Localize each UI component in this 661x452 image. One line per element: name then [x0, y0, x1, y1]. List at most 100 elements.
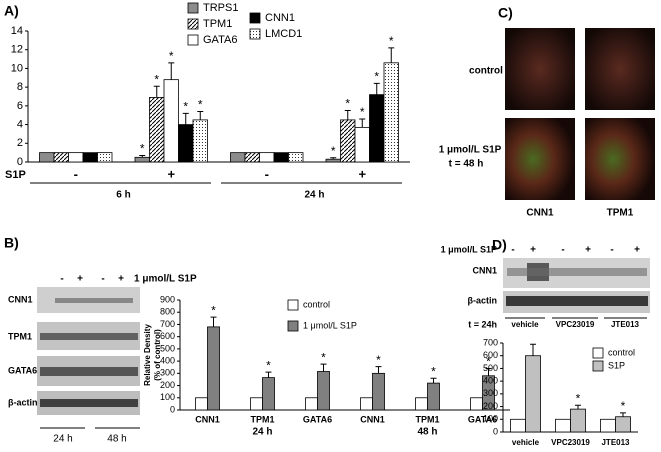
x-tick-label: + [358, 166, 366, 181]
significance: * [140, 142, 145, 156]
y-tick-label: 900 [160, 294, 175, 304]
bar [615, 416, 631, 433]
significance: * [389, 34, 394, 48]
y-tick-label: 500 [160, 343, 175, 353]
bar [470, 397, 483, 411]
bar [360, 397, 373, 411]
y-tick-label: 8 [17, 81, 23, 93]
bar [149, 97, 165, 163]
sign: + [118, 274, 124, 285]
significance: * [576, 391, 581, 405]
significance: * [486, 355, 491, 369]
bar [525, 355, 541, 433]
legend-label: GATA6 [203, 34, 237, 46]
x-tick-label: - [265, 166, 269, 181]
legend-swatch [187, 34, 199, 46]
bar [82, 152, 98, 163]
bar [163, 79, 179, 163]
group-label: 24 h [252, 427, 272, 438]
time-label: t = 48 h [449, 159, 484, 170]
column-label: TPM1 [607, 208, 634, 219]
sign: + [530, 245, 536, 256]
significance: * [374, 70, 379, 84]
legend-swatch [249, 28, 261, 40]
x-tick-label: GATA6 [468, 414, 497, 424]
bar [354, 126, 370, 163]
y-tick-label: 4 [17, 118, 23, 130]
y-tick-label: 2 [17, 137, 23, 149]
bar [340, 119, 356, 163]
blot-row-label: TPM1 [8, 331, 32, 341]
micrographs [505, 28, 655, 200]
error-bar [210, 316, 217, 327]
error-bar [575, 404, 581, 410]
legend-label: control [608, 347, 635, 357]
y-axis-label: Relative Density [143, 324, 152, 386]
y-tick-label: 0 [170, 404, 175, 414]
bar [555, 418, 571, 433]
row-label: 1 μmol/L S1P [439, 145, 502, 156]
y-tick-label: 800 [160, 307, 175, 317]
bar [178, 124, 194, 163]
blot-row-label: β-actin [468, 295, 498, 305]
y-tick-label: 400 [160, 355, 175, 365]
error-bar [330, 157, 337, 160]
significance: * [266, 358, 271, 372]
error-bar [375, 366, 382, 374]
error-bar [153, 85, 160, 98]
significance: * [154, 72, 159, 86]
blot-row-label: GATA6 [8, 365, 37, 375]
y-tick-label: 0 [493, 426, 498, 436]
error-bar [197, 110, 204, 120]
x-tick-label: JTE013 [601, 438, 630, 447]
x-tick-label: + [167, 166, 175, 181]
y-tick-label: 10 [11, 62, 23, 74]
legend-label: TPM1 [203, 18, 232, 30]
bar [207, 326, 220, 411]
significance: * [360, 105, 365, 119]
significance: * [169, 49, 174, 63]
legend-swatch [287, 299, 299, 311]
error-bar [388, 47, 395, 63]
bar [369, 94, 385, 163]
error-bar [320, 363, 327, 372]
sign: - [60, 274, 63, 285]
panel-label: A) [4, 3, 19, 19]
bar [570, 408, 586, 433]
blot-row-label: CNN1 [472, 265, 497, 275]
treatment: 1 μmol/L S1P [441, 244, 497, 254]
bar [383, 62, 399, 163]
blot-row-label: CNN1 [8, 294, 33, 304]
error-bar [168, 62, 175, 80]
y-tick-label: 6 [17, 100, 23, 112]
y-tick-label: 300 [160, 368, 175, 378]
error-bar [373, 82, 380, 95]
y-tick-label: 100 [160, 392, 175, 402]
y-tick-label: 600 [160, 331, 175, 341]
error-bar [485, 367, 492, 376]
significance: * [376, 353, 381, 367]
blot-d [503, 258, 650, 319]
bar [510, 418, 526, 433]
bar [259, 152, 275, 163]
y-tick-label: 200 [160, 380, 175, 390]
legend-label: LMCD1 [265, 28, 302, 40]
y-tick-label: 0 [17, 156, 23, 168]
x-tick-label: GATA6 [303, 414, 332, 424]
significance: * [331, 144, 336, 158]
bar [195, 397, 208, 411]
legend-swatch [249, 12, 261, 24]
panel-label: B) [4, 235, 19, 251]
legend-label: control [303, 299, 330, 309]
legend-swatch [187, 18, 199, 30]
x-tick-label: VPC23019 [551, 438, 590, 447]
legend-swatch [592, 347, 604, 359]
bar [600, 418, 616, 433]
significance: * [621, 399, 626, 413]
y-tick-label: 14 [11, 25, 23, 37]
x-axis-label: S1P [5, 169, 26, 181]
significance: * [345, 97, 350, 111]
x-tick-label: CNN1 [195, 414, 220, 424]
